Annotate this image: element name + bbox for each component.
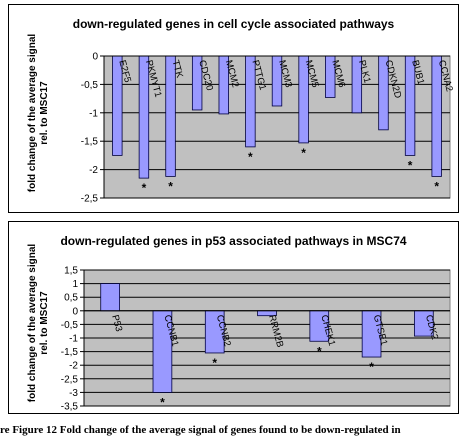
y-tick-label: -2 <box>89 165 98 176</box>
significance-marker: * <box>434 179 439 193</box>
significance-marker: * <box>369 360 374 374</box>
chart-panel-cell-cycle: down-regulated genes in cell cycle assoc… <box>8 4 459 213</box>
category-label: TTK <box>170 59 185 80</box>
y-tick-label: -3 <box>69 388 78 399</box>
chart-title: down-regulated genes in cell cycle assoc… <box>72 17 395 31</box>
y-tick-label: -2,5 <box>81 194 99 205</box>
significance-marker: * <box>317 344 322 358</box>
bar <box>100 283 120 312</box>
category-label: P53 <box>109 314 124 333</box>
significance-marker: * <box>248 150 253 164</box>
y-tick-label: -1,5 <box>61 347 79 358</box>
y-tick-label: -2,5 <box>61 374 79 385</box>
figure-caption: re Figure 12 Fold change of the average … <box>0 424 401 436</box>
y-tick-label: 1,5 <box>64 266 78 277</box>
y-tick-label: 1 <box>72 279 78 290</box>
significance-marker: * <box>168 179 173 193</box>
y-tick-label: -0,5 <box>81 80 99 91</box>
significance-marker: * <box>142 181 147 195</box>
significance-marker: * <box>301 146 306 160</box>
chart-panel-p53: down-regulated genes in p53 associated p… <box>8 221 459 414</box>
y-tick-label: 0 <box>92 52 98 63</box>
significance-marker: * <box>408 158 413 172</box>
significance-marker: * <box>212 356 217 370</box>
chart-title: down-regulated genes in p53 associated p… <box>60 234 407 248</box>
y-tick-label: -2 <box>69 361 78 372</box>
y-tick-label: -1 <box>89 108 98 119</box>
y-tick-label: -3,5 <box>61 402 79 413</box>
y-tick-label: -0,5 <box>61 320 79 331</box>
plot-area <box>103 55 451 199</box>
y-tick-label: -1,5 <box>81 137 99 148</box>
y-tick-label: -1 <box>69 334 78 345</box>
y-tick-label: 0,5 <box>64 293 78 304</box>
y-tick-label: 0 <box>72 306 78 317</box>
significance-marker: * <box>160 395 165 409</box>
